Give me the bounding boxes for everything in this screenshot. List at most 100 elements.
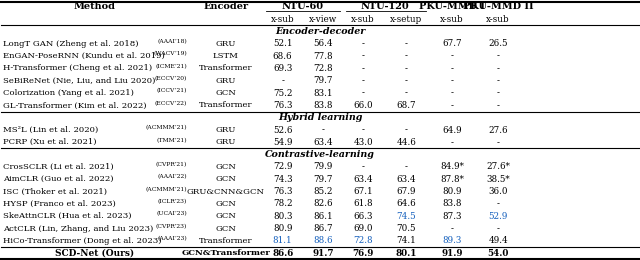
Text: (TMM’21): (TMM’21) xyxy=(157,138,187,143)
Text: GRU: GRU xyxy=(216,126,236,134)
Text: GCN: GCN xyxy=(216,212,236,220)
Text: -: - xyxy=(362,39,365,48)
Text: -: - xyxy=(497,89,500,98)
Text: PKU-MMD I: PKU-MMD I xyxy=(419,2,485,11)
Text: 86.1: 86.1 xyxy=(313,212,333,221)
Text: 44.6: 44.6 xyxy=(396,138,416,147)
Text: 49.4: 49.4 xyxy=(488,236,508,245)
Text: (CVPR’21): (CVPR’21) xyxy=(156,162,187,167)
Text: Transformer: Transformer xyxy=(199,101,253,109)
Text: 89.3: 89.3 xyxy=(442,236,462,245)
Text: LongT GAN (Zheng et al. 2018): LongT GAN (Zheng et al. 2018) xyxy=(3,40,139,48)
Text: -: - xyxy=(362,89,365,98)
Text: SCD-Net (Ours): SCD-Net (Ours) xyxy=(55,249,134,258)
Text: GCN: GCN xyxy=(216,175,236,183)
Text: 83.1: 83.1 xyxy=(313,89,333,98)
Text: 72.9: 72.9 xyxy=(273,162,292,171)
Text: 64.9: 64.9 xyxy=(442,126,462,134)
Text: 79.9: 79.9 xyxy=(313,162,333,171)
Text: ISC (Thoker et al. 2021): ISC (Thoker et al. 2021) xyxy=(3,187,108,196)
Text: 75.2: 75.2 xyxy=(273,89,292,98)
Text: -: - xyxy=(451,224,454,233)
Text: 26.5: 26.5 xyxy=(488,39,508,48)
Text: (ICME’21): (ICME’21) xyxy=(156,64,187,69)
Text: Contrastive-learning: Contrastive-learning xyxy=(265,150,375,159)
Text: Encoder-decoder: Encoder-decoder xyxy=(275,27,365,36)
Text: -: - xyxy=(404,89,408,98)
Text: -: - xyxy=(362,76,365,85)
Text: -: - xyxy=(497,138,500,147)
Text: LSTM: LSTM xyxy=(213,52,239,60)
Text: (ICCV’21): (ICCV’21) xyxy=(157,88,187,93)
Text: GRU: GRU xyxy=(216,77,236,85)
Text: EnGAN-PoseRNN (Kundu et al. 2019): EnGAN-PoseRNN (Kundu et al. 2019) xyxy=(3,52,165,60)
Text: 85.2: 85.2 xyxy=(313,187,333,196)
Text: 79.7: 79.7 xyxy=(313,175,333,184)
Text: 52.9: 52.9 xyxy=(488,212,508,221)
Text: (ACMMM’21): (ACMMM’21) xyxy=(145,125,187,130)
Text: 84.9*: 84.9* xyxy=(440,162,464,171)
Text: GRU: GRU xyxy=(216,40,236,48)
Text: 54.9: 54.9 xyxy=(273,138,292,147)
Text: -: - xyxy=(451,89,454,98)
Text: GCN: GCN xyxy=(216,163,236,171)
Text: 67.9: 67.9 xyxy=(396,187,416,196)
Text: (CVPR’23): (CVPR’23) xyxy=(156,224,187,229)
Text: 76.3: 76.3 xyxy=(273,101,292,110)
Text: -: - xyxy=(497,101,500,110)
Text: 80.9: 80.9 xyxy=(442,187,462,196)
Text: x-view: x-view xyxy=(308,15,337,24)
Text: 81.1: 81.1 xyxy=(273,236,292,245)
Text: Colorization (Yang et al. 2021): Colorization (Yang et al. 2021) xyxy=(3,89,134,97)
Text: GCN&Transformer: GCN&Transformer xyxy=(181,249,270,257)
Text: CrosSCLR (Li et al. 2021): CrosSCLR (Li et al. 2021) xyxy=(3,163,114,171)
Text: -: - xyxy=(362,52,365,61)
Text: (UCAI’23): (UCAI’23) xyxy=(156,211,187,217)
Text: -: - xyxy=(497,199,500,208)
Text: SkeAttnCLR (Hua et al. 2023): SkeAttnCLR (Hua et al. 2023) xyxy=(3,212,132,220)
Text: 38.5*: 38.5* xyxy=(486,175,510,184)
Text: 69.3: 69.3 xyxy=(273,64,292,73)
Text: 52.6: 52.6 xyxy=(273,126,292,134)
Text: 74.1: 74.1 xyxy=(396,236,416,245)
Text: 82.6: 82.6 xyxy=(313,199,333,208)
Text: 27.6*: 27.6* xyxy=(486,162,510,171)
Text: PKU-MMD II: PKU-MMD II xyxy=(463,2,534,11)
Text: -: - xyxy=(451,76,454,85)
Text: 56.4: 56.4 xyxy=(313,39,333,48)
Text: GRU&CNN&GCN: GRU&CNN&GCN xyxy=(187,187,265,196)
Text: MS²L (Lin et al. 2020): MS²L (Lin et al. 2020) xyxy=(3,126,99,134)
Text: -: - xyxy=(451,52,454,61)
Text: 63.4: 63.4 xyxy=(396,175,416,184)
Text: NTU-120: NTU-120 xyxy=(360,2,409,11)
Text: -: - xyxy=(497,64,500,73)
Text: (AAAI’23): (AAAI’23) xyxy=(157,236,187,241)
Text: Transformer: Transformer xyxy=(199,237,253,245)
Text: 86.6: 86.6 xyxy=(272,249,293,258)
Text: 74.5: 74.5 xyxy=(396,212,416,221)
Text: 86.7: 86.7 xyxy=(313,224,333,233)
Text: GCN: GCN xyxy=(216,200,236,208)
Text: 63.4: 63.4 xyxy=(353,175,373,184)
Text: 91.7: 91.7 xyxy=(312,249,333,258)
Text: x-sub: x-sub xyxy=(351,15,375,24)
Text: (AAAI’22): (AAAI’22) xyxy=(157,174,187,180)
Text: 87.8*: 87.8* xyxy=(440,175,464,184)
Text: (ECCV’20): (ECCV’20) xyxy=(155,76,187,81)
Text: 64.6: 64.6 xyxy=(396,199,416,208)
Text: Transformer: Transformer xyxy=(199,64,253,73)
Text: x-setup: x-setup xyxy=(390,15,422,24)
Text: 52.1: 52.1 xyxy=(273,39,292,48)
Text: 72.8: 72.8 xyxy=(353,236,373,245)
Text: -: - xyxy=(404,39,408,48)
Text: 88.6: 88.6 xyxy=(313,236,333,245)
Text: -: - xyxy=(321,126,324,134)
Text: 80.9: 80.9 xyxy=(273,224,292,233)
Text: GCN: GCN xyxy=(216,89,236,97)
Text: HiCo-Transformer (Dong et al. 2023): HiCo-Transformer (Dong et al. 2023) xyxy=(3,237,162,245)
Text: 77.8: 77.8 xyxy=(313,52,333,61)
Text: -: - xyxy=(362,126,365,134)
Text: 66.3: 66.3 xyxy=(353,212,373,221)
Text: x-sub: x-sub xyxy=(271,15,294,24)
Text: -: - xyxy=(451,101,454,110)
